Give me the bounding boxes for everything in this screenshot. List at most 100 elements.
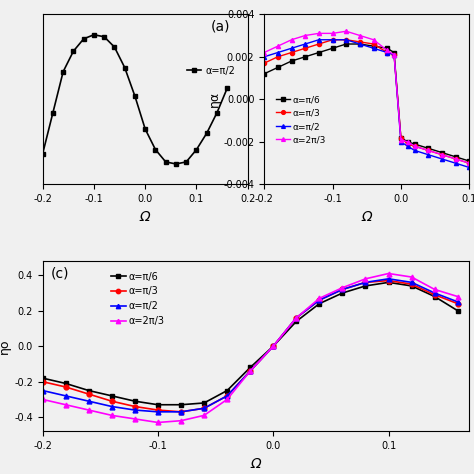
α=π/2: [455, 299, 461, 305]
α=2π/3: [155, 419, 161, 425]
α=π/6: [455, 308, 461, 314]
α=π/2: [384, 50, 390, 55]
α=π/3: [453, 156, 458, 162]
α=π/3: [409, 281, 414, 287]
α=π/2: [91, 32, 97, 37]
α=π/2: [122, 65, 128, 71]
α=π/2: [132, 407, 138, 413]
α=2π/3: [466, 160, 472, 166]
α=π/6: [275, 64, 281, 70]
α=π/6: [386, 280, 392, 285]
α=2π/3: [409, 274, 414, 280]
Legend: α=π/6, α=π/3, α=π/2, α=2π/3: α=π/6, α=π/3, α=π/2, α=2π/3: [107, 268, 169, 330]
α=π/3: [109, 398, 115, 404]
α=π/6: [398, 135, 404, 140]
α=π/2: [71, 48, 76, 54]
α=π/3: [398, 135, 404, 140]
α=π/2: [40, 388, 46, 393]
α=π/6: [384, 46, 390, 51]
α=2π/3: [384, 47, 390, 53]
α=π/3: [86, 391, 91, 397]
α=π/2: [183, 159, 189, 165]
α=2π/3: [398, 137, 404, 143]
α=π/3: [178, 409, 184, 415]
α=π/2: [412, 147, 418, 153]
α=2π/3: [247, 368, 253, 374]
α=2π/3: [109, 412, 115, 418]
α=π/2: [343, 37, 349, 43]
α=π/2: [398, 139, 404, 145]
α=2π/3: [224, 397, 230, 402]
α=π/6: [357, 41, 363, 47]
Line: α=2π/3: α=2π/3: [262, 29, 471, 165]
α=2π/3: [63, 402, 69, 408]
α=2π/3: [275, 43, 281, 49]
α=π/6: [155, 402, 161, 408]
α=π/6: [453, 154, 458, 160]
α=π/3: [425, 147, 431, 153]
α=π/3: [289, 50, 294, 55]
Line: α=π/2: α=π/2: [40, 32, 230, 166]
α=π/6: [178, 402, 184, 408]
X-axis label: Ω: Ω: [251, 456, 261, 471]
α=π/6: [316, 50, 322, 55]
α=π/3: [316, 41, 322, 47]
α=π/2: [425, 152, 431, 157]
Line: α=π/6: α=π/6: [262, 42, 471, 163]
α=π/6: [201, 400, 207, 406]
α=2π/3: [439, 152, 445, 157]
α=π/2: [432, 290, 438, 296]
α=π/2: [173, 161, 179, 167]
α=π/6: [330, 46, 336, 51]
α=π/2: [275, 50, 281, 55]
α=π/2: [339, 287, 345, 292]
α=π/6: [132, 398, 138, 404]
α=π/2: [293, 315, 299, 321]
α=π/6: [261, 71, 267, 77]
Line: α=π/6: α=π/6: [40, 280, 460, 407]
α=π/2: [270, 343, 276, 349]
Line: α=π/3: α=π/3: [262, 37, 471, 165]
α=π/2: [261, 54, 267, 60]
α=π/3: [466, 160, 472, 166]
α=π/2: [224, 85, 230, 91]
α=π/2: [163, 159, 169, 165]
Text: (a): (a): [211, 19, 230, 33]
α=2π/3: [363, 276, 368, 282]
α=π/6: [363, 283, 368, 289]
α=π/3: [432, 292, 438, 298]
α=2π/3: [316, 30, 322, 36]
α=π/2: [132, 93, 138, 99]
Line: α=π/3: α=π/3: [40, 278, 460, 414]
α=π/6: [289, 58, 294, 64]
α=π/6: [302, 54, 308, 60]
α=π/6: [109, 393, 115, 399]
α=π/6: [40, 375, 46, 381]
α=2π/3: [201, 412, 207, 418]
α=π/2: [153, 147, 158, 153]
α=π/2: [142, 126, 148, 132]
α=π/2: [194, 147, 200, 153]
α=2π/3: [391, 52, 397, 57]
α=2π/3: [86, 407, 91, 413]
α=π/6: [466, 158, 472, 164]
α=π/3: [201, 405, 207, 411]
α=π/3: [455, 301, 461, 307]
X-axis label: Ω: Ω: [361, 210, 372, 224]
α=2π/3: [357, 33, 363, 38]
Line: α=π/2: α=π/2: [40, 276, 460, 414]
α=π/3: [412, 143, 418, 149]
α=π/6: [317, 301, 322, 307]
α=π/3: [363, 280, 368, 285]
Line: α=π/2: α=π/2: [262, 37, 471, 170]
α=π/3: [270, 343, 276, 349]
α=2π/3: [405, 139, 410, 145]
α=π/6: [391, 50, 397, 55]
α=π/3: [343, 37, 349, 43]
α=π/2: [316, 37, 322, 43]
α=π/6: [270, 343, 276, 349]
α=π/2: [371, 46, 376, 51]
α=2π/3: [343, 28, 349, 34]
α=π/2: [86, 398, 91, 404]
α=2π/3: [455, 294, 461, 300]
